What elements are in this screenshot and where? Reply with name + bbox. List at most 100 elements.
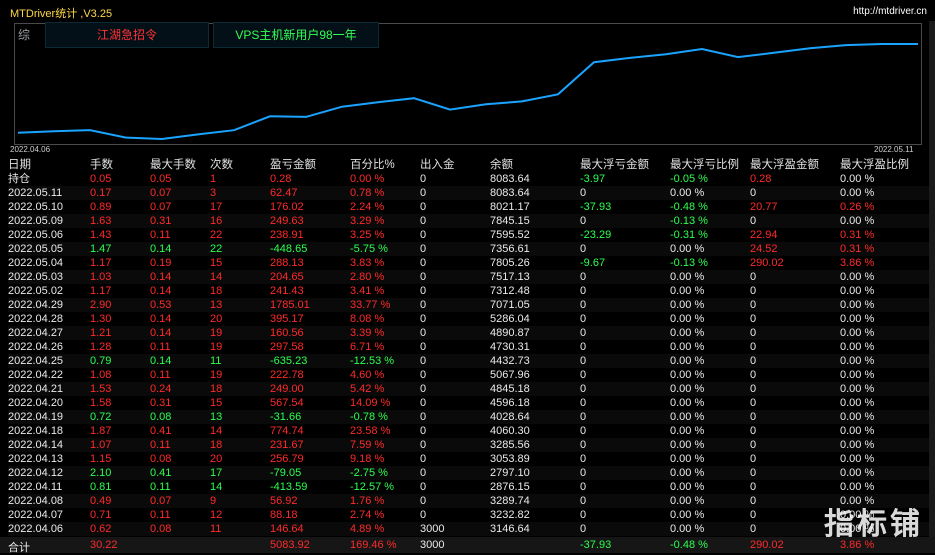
table-row[interactable]: 2022.04.22 1.08 0.11 19 222.78 4.60 % 0 5067.96…: [8, 368, 932, 382]
table-cell: 88.18: [270, 509, 298, 521]
table-row[interactable]: 2022.05.04 1.17 0.19 15 288.13 3.83 % 0 7805.26…: [8, 256, 932, 270]
tab-summary[interactable]: 综: [18, 28, 31, 42]
table-cell: -0.13 %: [670, 215, 708, 227]
table-row[interactable]: 2022.04.21 1.53 0.24 18 249.00 5.42 % 0 4845.18…: [8, 382, 932, 396]
table-cell: 2022.05.09: [8, 215, 64, 227]
table-row[interactable]: 2022.05.03 1.03 0.14 14 204.65 2.80 % 0 7517.13…: [8, 270, 932, 284]
table-row[interactable]: 2022.04.06 0.62 0.08 11 146.64 4.89 % 3000 3146…: [8, 522, 932, 536]
column-header[interactable]: 余额: [490, 159, 513, 171]
column-header[interactable]: 次数: [210, 159, 233, 171]
vertical-scrollbar[interactable]: [929, 21, 935, 537]
table-cell: 2.24 %: [350, 201, 385, 213]
table-row[interactable]: 2022.05.11 0.17 0.07 3 62.47 0.78 % 0 8083.64 0 0…: [8, 186, 932, 200]
table-cell: 7595.52: [490, 229, 530, 241]
table-cell: 0.00 %: [670, 495, 705, 507]
table-cell: 22: [210, 243, 223, 255]
table-cell: 4.60 %: [350, 369, 385, 381]
table-cell: 0: [750, 439, 757, 451]
table-cell: 18: [210, 383, 223, 395]
column-header[interactable]: 手数: [90, 159, 113, 171]
table-row[interactable]: 2022.04.27 1.21 0.14 19 160.56 3.39 % 0 4890.87…: [8, 326, 932, 340]
table-cell: -0.78 %: [350, 411, 388, 423]
table-cell: 5067.96: [490, 369, 530, 381]
table-cell: 62.47: [270, 187, 298, 199]
table-cell: 288.13: [270, 257, 304, 269]
table-row[interactable]: 2022.05.09 1.63 0.31 16 249.63 3.29 % 0 7845.15…: [8, 214, 932, 228]
table-row[interactable]: 2022.04.18 1.87 0.41 14 774.74 23.58 % 0 4060.3…: [8, 424, 932, 438]
table-row[interactable]: 2022.05.06 1.43 0.11 22 238.91 3.25 % 0 7595.52…: [8, 228, 932, 242]
table-cell: 0.00 %: [670, 369, 705, 381]
table-cell: 1.21: [90, 327, 112, 339]
table-cell: 0.17: [90, 187, 112, 199]
table-cell: 1.63: [90, 215, 112, 227]
table-cell: 0: [420, 383, 427, 395]
table-row[interactable]: 2022.04.12 2.10 0.41 17 -79.05 -2.75 % 0 2797.1…: [8, 466, 932, 480]
table-cell: 0: [420, 397, 427, 409]
table-cell: 1.43: [90, 229, 112, 241]
table-row[interactable]: 2022.04.28 1.30 0.14 20 395.17 8.08 % 0 5286.04…: [8, 312, 932, 326]
table-cell: 0.00 %: [350, 173, 385, 185]
column-header[interactable]: 最大手数: [150, 159, 196, 171]
table-cell: -23.29: [580, 229, 612, 241]
table-cell: 0: [580, 383, 587, 395]
table-row[interactable]: 2022.04.20 1.58 0.31 15 567.54 14.09 % 0 4596.1…: [8, 396, 932, 410]
column-header[interactable]: 日期: [8, 159, 31, 171]
table-row[interactable]: 2022.04.14 1.07 0.11 18 231.67 7.59 % 0 3285.56…: [8, 438, 932, 452]
table-row[interactable]: 2022.04.07 0.71 0.11 12 88.18 2.74 % 0 3232.82 0…: [8, 508, 932, 522]
table-row[interactable]: 2022.05.10 0.89 0.07 17 176.02 2.24 % 0 8021.17…: [8, 200, 932, 214]
table-row[interactable]: 2022.04.11 0.81 0.11 14 -413.59 -12.57 % 0 2876…: [8, 480, 932, 494]
column-header[interactable]: 最大浮亏金额: [580, 159, 649, 171]
table-row[interactable]: 2022.05.05 1.47 0.14 22 -448.65 -5.75 % 0 7356.…: [8, 242, 932, 256]
table-cell: 0: [750, 523, 757, 535]
table-row[interactable]: 2022.04.26 1.28 0.11 19 297.58 6.71 % 0 4730.31…: [8, 340, 932, 354]
table-row[interactable]: 2022.05.02 1.17 0.14 18 241.43 3.41 % 0 7312.48…: [8, 284, 932, 298]
total-row: 合计 30.22 5083.92 169.46 % 3000 -37.93 -0.48 % 2…: [0, 537, 935, 554]
column-header[interactable]: 出入金: [420, 159, 455, 171]
table-row[interactable]: 2022.04.25 0.79 0.14 11 -635.23 -12.53 % 0 4432…: [8, 354, 932, 368]
column-header[interactable]: 最大浮盈金额: [750, 159, 819, 171]
table-cell: 5.42 %: [350, 383, 385, 395]
vps-promo-button[interactable]: VPS主机新用户98一年: [213, 22, 379, 48]
table-cell: 238.91: [270, 229, 304, 241]
table-cell: 7805.26: [490, 257, 530, 269]
table-cell: 0: [750, 509, 757, 521]
table-cell: -0.13 %: [670, 257, 708, 269]
table-cell: 17: [210, 467, 223, 479]
table-cell: 0: [750, 271, 757, 283]
table-cell: 0.81: [90, 481, 112, 493]
table-cell: 0.28: [270, 173, 292, 185]
table-cell: 0.28: [750, 173, 772, 185]
table-cell: 0.00 %: [840, 509, 875, 521]
table-cell: 3053.89: [490, 453, 530, 465]
table-row[interactable]: 2022.04.08 0.49 0.07 9 56.92 1.76 % 0 3289.74 0 0…: [8, 494, 932, 508]
recruit-button[interactable]: 江湖急招令: [45, 22, 209, 48]
column-header[interactable]: 最大浮盈比例: [840, 159, 909, 171]
table-cell: -79.05: [270, 467, 302, 479]
table-cell: 0.00 %: [840, 285, 875, 297]
table-cell: 0.00 %: [670, 509, 705, 521]
column-header[interactable]: 百分比%: [350, 159, 395, 171]
table-cell: 8083.64: [490, 173, 530, 185]
table-cell: 0.00 %: [670, 439, 705, 451]
table-row[interactable]: 2022.04.13 1.15 0.08 20 256.79 9.18 % 0 3053.89…: [8, 452, 932, 466]
table-cell: 0.62: [90, 523, 112, 535]
table-row[interactable]: 2022.04.19 0.72 0.08 13 -31.66 -0.78 % 0 4028.6…: [8, 410, 932, 424]
table-cell: 0: [420, 327, 427, 339]
column-header[interactable]: 最大浮亏比例: [670, 159, 739, 171]
table-cell: 0: [420, 271, 427, 283]
table-cell: 0: [580, 411, 587, 423]
table-row[interactable]: 持仓 0.05 0.05 1 0.28 0.00 % 0 8083.64 -3.97 -0.05 …: [8, 172, 932, 186]
table-cell: 8083.64: [490, 187, 530, 199]
column-header[interactable]: 盈亏金额: [270, 159, 316, 171]
table-cell: 18: [210, 285, 223, 297]
table-cell: 0.00 %: [840, 453, 875, 465]
table-cell: 0: [420, 187, 427, 199]
table-cell: 7071.05: [490, 299, 530, 311]
table-cell: 2022.04.27: [8, 327, 64, 339]
table-cell: 0: [420, 355, 427, 367]
table-cell: 0.08: [150, 411, 172, 423]
table-cell: 0.79: [90, 355, 112, 367]
table-cell: 3.25 %: [350, 229, 385, 241]
site-url[interactable]: http://mtdriver.cn: [853, 6, 927, 17]
table-row[interactable]: 2022.04.29 2.90 0.53 13 1785.01 33.77 % 0 7071.…: [8, 298, 932, 312]
